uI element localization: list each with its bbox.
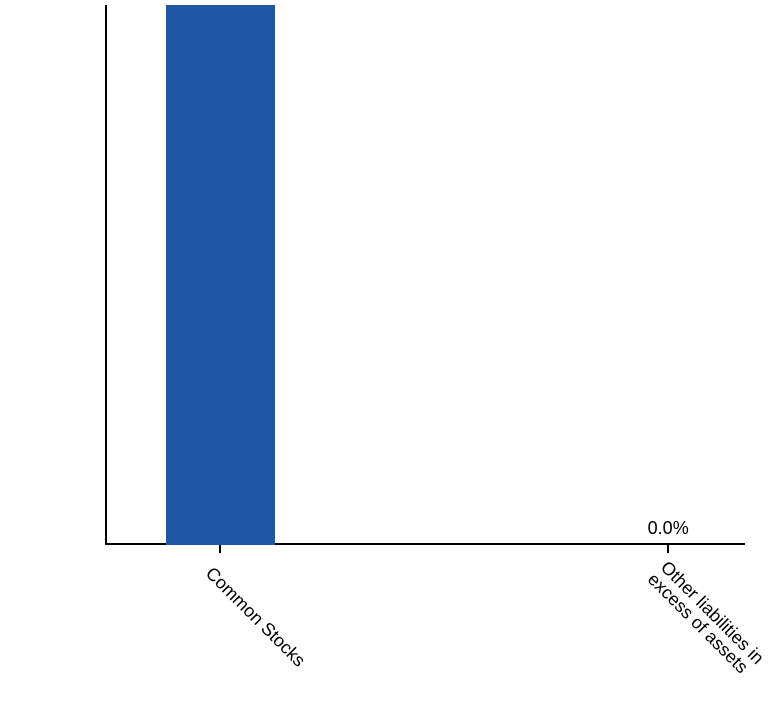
y-axis: [105, 5, 107, 545]
x-tick-0: [219, 545, 221, 553]
x-tick-1: [667, 545, 669, 553]
category-label-0: Common Stocks: [201, 563, 309, 671]
bar-0: [166, 5, 275, 545]
bar-value-label-1: 0.0%: [648, 518, 689, 539]
bar-chart: 100.0%Common Stocks0.0%Other liabilities…: [105, 5, 745, 545]
